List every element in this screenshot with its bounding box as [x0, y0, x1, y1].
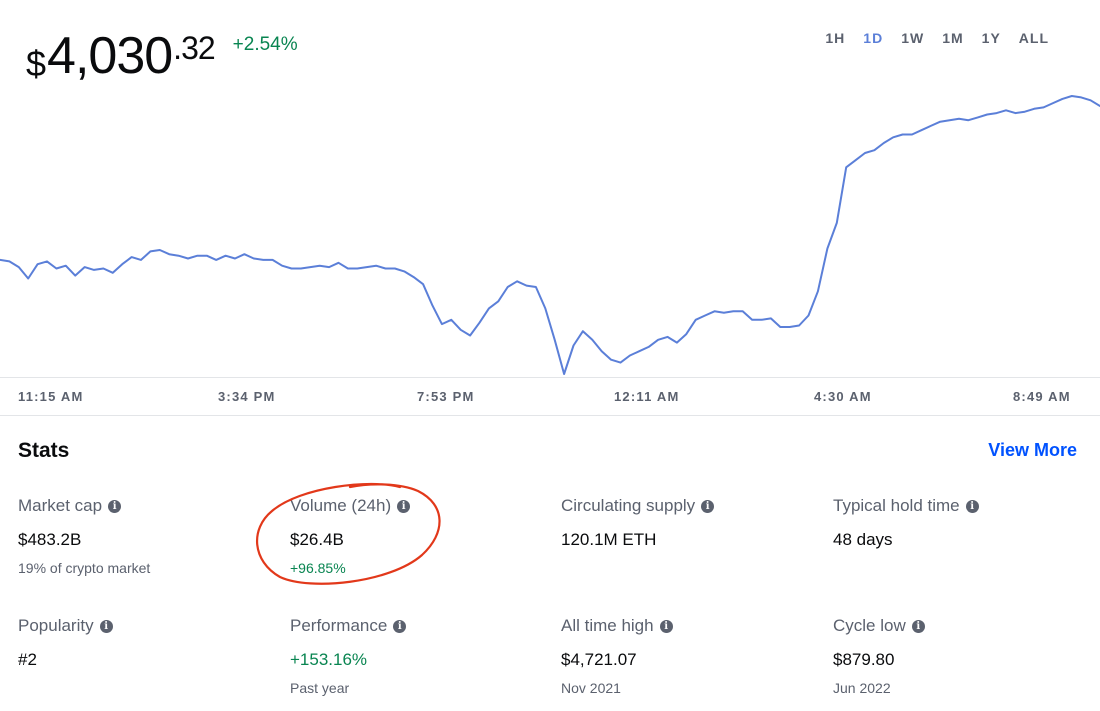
stat-label-text: Market cap: [18, 496, 103, 515]
stat-value: #2: [18, 650, 37, 669]
stat-subtext: Jun 2022: [833, 680, 891, 696]
stat-value: $4,721.07: [561, 650, 637, 669]
stat-subtext: +96.85%: [290, 560, 346, 576]
price-whole: 4,030: [47, 27, 173, 85]
stat-subtext: 19% of crypto market: [18, 560, 151, 576]
stat-all-time-high: All time high i $4,721.07 Nov 2021: [561, 616, 821, 696]
stat-label: Circulating supply i: [561, 496, 821, 516]
stat-label-text: All time high: [561, 616, 654, 635]
x-axis-label: 8:49 AM: [1013, 389, 1071, 404]
x-axis-label: 7:53 PM: [417, 389, 475, 404]
info-icon[interactable]: i: [99, 619, 113, 633]
stat-value: +153.16%: [290, 650, 368, 669]
info-icon[interactable]: i: [397, 499, 411, 513]
stat-value: $483.2B: [18, 530, 82, 549]
current-price: $4,030.32: [26, 26, 216, 92]
stat-label-text: Typical hold time: [833, 496, 960, 515]
price-currency-symbol: $: [26, 43, 46, 84]
price-cents: .32: [173, 30, 215, 66]
stats-heading: Stats: [18, 439, 70, 462]
stat-subtext: Nov 2021: [561, 680, 621, 696]
x-axis-label: 4:30 AM: [814, 389, 872, 404]
stat-label-text: Performance: [290, 616, 388, 635]
stat-label: Performance i: [290, 616, 550, 636]
info-icon[interactable]: i: [393, 619, 407, 633]
info-icon[interactable]: i: [659, 619, 673, 633]
x-axis-label: 11:15 AM: [18, 389, 84, 404]
stat-value: $26.4B: [290, 530, 344, 549]
info-icon[interactable]: i: [701, 499, 715, 513]
info-icon[interactable]: i: [911, 619, 925, 633]
x-axis-label: 12:11 AM: [614, 389, 680, 404]
stat-subtext: Past year: [290, 680, 350, 696]
stat-label: Volume (24h) i: [290, 496, 550, 516]
stat-popularity: Popularity i #2: [18, 616, 278, 670]
price-chart-svg: [0, 95, 1100, 375]
stat-value: $879.80: [833, 650, 895, 669]
price-chart[interactable]: [0, 90, 1100, 380]
range-1h-button[interactable]: 1H: [816, 29, 854, 47]
x-axis-label: 3:34 PM: [218, 389, 276, 404]
stat-label-text: Circulating supply: [561, 496, 696, 515]
chart-x-axis: 11:15 AM 3:34 PM 7:53 PM 12:11 AM 4:30 A…: [0, 389, 1100, 407]
section-divider: [0, 415, 1100, 416]
stat-circulating-supply: Circulating supply i 120.1M ETH: [561, 496, 821, 550]
stat-value: 120.1M ETH: [561, 530, 657, 549]
stat-label: Typical hold time i: [833, 496, 1093, 516]
stat-label: Popularity i: [18, 616, 278, 636]
stat-label-text: Volume (24h): [290, 496, 392, 515]
time-range-selector: 1H 1D 1W 1M 1Y ALL: [816, 29, 1058, 47]
price-header: $4,030.32 +2.54%: [26, 26, 298, 92]
stat-cycle-low: Cycle low i $879.80 Jun 2022: [833, 616, 1093, 696]
chart-axis-line: [0, 377, 1100, 378]
stat-performance: Performance i +153.16% Past year: [290, 616, 550, 696]
range-1y-button[interactable]: 1Y: [973, 29, 1010, 47]
range-1m-button[interactable]: 1M: [933, 29, 972, 47]
stat-label: Cycle low i: [833, 616, 1093, 636]
stat-label: Market cap i: [18, 496, 278, 516]
stat-label-text: Cycle low: [833, 616, 906, 635]
price-line: [0, 95, 1100, 375]
info-icon[interactable]: i: [965, 499, 979, 513]
stat-typical-hold-time: Typical hold time i 48 days: [833, 496, 1093, 550]
range-1d-button[interactable]: 1D: [854, 29, 892, 47]
stat-volume-24h: Volume (24h) i $26.4B +96.85%: [290, 496, 550, 576]
range-all-button[interactable]: ALL: [1010, 29, 1058, 47]
info-icon[interactable]: i: [108, 499, 122, 513]
stat-market-cap: Market cap i $483.2B 19% of crypto market: [18, 496, 278, 576]
view-more-link[interactable]: View More: [988, 440, 1077, 460]
stat-label-text: Popularity: [18, 616, 94, 635]
stat-value: 48 days: [833, 530, 893, 549]
price-change-percent: +2.54%: [232, 34, 298, 55]
range-1w-button[interactable]: 1W: [892, 29, 933, 47]
stat-label: All time high i: [561, 616, 821, 636]
